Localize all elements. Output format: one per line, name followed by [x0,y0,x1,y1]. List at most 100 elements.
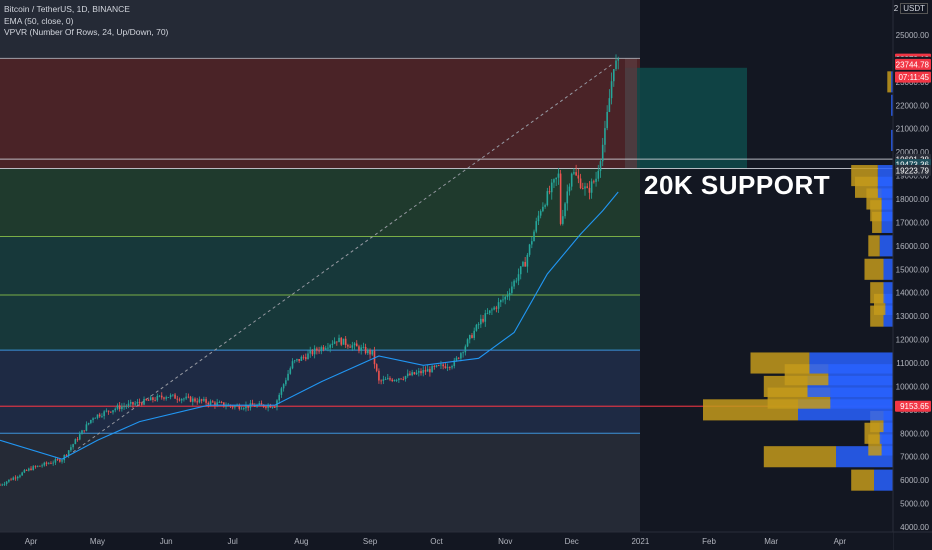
candle-body [475,324,478,331]
candle-body [72,444,74,448]
candle-body [444,366,447,369]
candle-body [391,379,394,382]
candle-body [189,396,192,402]
candle-body [531,241,533,245]
candle-body [34,466,37,468]
candle-body [486,313,489,314]
candle-body [220,402,223,403]
candle-body [471,335,473,338]
candle-body [260,403,263,405]
candle-body [145,398,148,401]
x-tick-label: 2021 [631,537,649,546]
candle-body [10,479,12,481]
candle-body [1,484,4,486]
candle-body [183,398,185,400]
candle-body [174,394,176,399]
x-tick-label: Oct [430,537,443,546]
candle-body [273,407,276,408]
legend-ema[interactable]: EMA (50, close, 0) [4,15,74,26]
candle-body [61,460,63,462]
candle-body [103,411,105,417]
candle-body [378,370,380,381]
candle-body [149,397,152,401]
candle-body [8,479,10,482]
candle-body [508,292,511,296]
candle-body [116,405,119,409]
candle-body [429,369,431,373]
candle-body [311,350,314,355]
support-annotation[interactable]: 20K SUPPORT [644,170,831,200]
candle-body [154,399,156,401]
candle-body [231,406,234,408]
candle-body [502,299,504,301]
vp-up-16000 [879,235,893,257]
candle-body [344,338,347,345]
candle-body [107,410,110,412]
legend-vpvr[interactable]: VPVR (Number Of Rows, 24, Up/Down, 70) [4,27,169,37]
candle-body [36,465,39,467]
candle-body [615,60,617,70]
candle-body [90,419,92,423]
candle-body [147,400,150,401]
vp-up-19000 [877,165,893,187]
candle-body [112,410,114,413]
candle-body [610,81,613,99]
candle-body [393,380,396,382]
candle-body [211,401,214,403]
candle-body [78,434,81,440]
vp-up-17000 [881,211,893,233]
y-tick-label: 11000.00 [896,359,929,368]
legend-symbol[interactable]: Bitcoin / TetherUS, 1D, BINANCE [4,4,130,14]
candle-body [431,366,433,373]
candle-body [338,337,340,343]
candle-body [333,341,336,344]
candle-body [203,399,205,401]
candle-body [367,349,369,354]
candle-body [265,406,267,408]
candle-body [291,361,294,369]
candle-body [453,360,456,367]
candle-body [152,397,154,400]
x-tick-label: Apr [834,537,847,546]
x-tick-label: Jun [160,537,173,546]
vp-up-15000 [883,258,893,280]
currency-unit: USDT [900,3,928,14]
y-tick-label: 17000.00 [896,218,930,227]
candle-body [70,447,72,451]
candle-body [238,405,241,409]
vp-up-13000 [883,305,893,327]
candle-body [218,402,221,403]
candle-body [384,379,387,381]
candle-body [278,394,281,401]
candle-body [209,401,212,405]
candle-body [96,414,99,418]
candle-body [225,406,227,407]
x-tick-label: May [90,537,105,546]
candle-body [544,205,546,207]
candle-body [612,69,615,82]
candle-body [389,378,391,380]
currency-badge[interactable]: 2 USDT [894,3,928,14]
candle-body [597,170,600,179]
candle-body [45,462,48,464]
vp-up-22000 [891,94,893,116]
candle-body [342,338,345,345]
candle-body [12,477,15,480]
candle-body [169,395,172,398]
candle-body [488,310,491,314]
price-label-text: 23744.78 [896,60,930,69]
x-tick-label: Mar [764,537,778,546]
candle-body [136,401,139,404]
candle-body [307,353,309,360]
candle-body [371,350,374,355]
candle-body [548,191,551,193]
candle-body [129,402,132,404]
candle-body [0,484,1,486]
candle-body [318,350,320,352]
ema-line [0,191,619,460]
candle-body [85,424,88,431]
vp-up-18000 [881,188,893,210]
price-label-text: 19223.79 [896,166,930,175]
candle-body [19,475,21,477]
